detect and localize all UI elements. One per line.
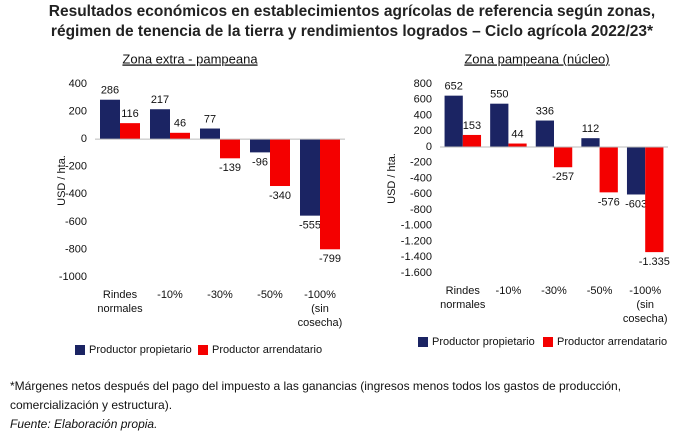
y-tick-label: 800 (414, 78, 432, 90)
y-tick-label: -1000 (59, 271, 87, 283)
x-tick-label: (sin (311, 303, 329, 315)
page-title: Resultados económicos en establecimiento… (49, 3, 655, 20)
y-tick-label: 600 (414, 94, 432, 106)
y-tick-label: -1.400 (401, 251, 432, 263)
data-label: -555 (299, 220, 321, 232)
data-label: 652 (445, 81, 463, 93)
legend-label: Productor propietario (432, 336, 535, 348)
data-label: 112 (582, 123, 600, 135)
x-tick-label: (sin (636, 299, 654, 311)
chart-title: Zona extra - pampeana (122, 51, 258, 66)
y-tick-label: -1.000 (401, 220, 432, 232)
bar (120, 123, 140, 140)
bar (200, 128, 220, 140)
footnote: comercialización y estructura). (10, 398, 172, 412)
bar (270, 139, 290, 187)
legend-label: Productor arrendatario (212, 344, 322, 356)
x-tick-label: -10% (496, 285, 522, 297)
x-tick-label: -30% (207, 289, 233, 301)
data-label: 153 (463, 120, 481, 132)
bar (300, 139, 320, 216)
data-label: -799 (319, 253, 341, 265)
bar (250, 139, 270, 153)
y-tick-label: 200 (414, 125, 432, 137)
bar (150, 109, 170, 140)
x-tick-label: cosecha) (298, 317, 343, 329)
y-tick-label: -1.200 (401, 235, 432, 247)
bar (462, 134, 482, 147)
bar (490, 103, 509, 147)
data-label: 550 (490, 89, 508, 101)
x-tick-label: -50% (257, 289, 283, 301)
data-label: -257 (552, 171, 574, 183)
x-tick-label: -100% (304, 289, 336, 301)
y-tick-label: -1.600 (401, 267, 432, 279)
footnote: *Márgenes netos después del pago del imp… (10, 379, 621, 393)
data-label: -96 (252, 156, 268, 168)
y-tick-label: -200 (65, 161, 87, 173)
y-tick-label: -800 (410, 204, 432, 216)
bar (581, 138, 600, 147)
data-label: 77 (204, 113, 216, 125)
y-tick-label: 200 (69, 105, 87, 117)
x-tick-label: Rindes (446, 285, 481, 297)
y-axis-label: USD / hta. (386, 153, 398, 204)
legend-swatch (198, 345, 208, 355)
source: Fuente: Elaboración propia. (10, 417, 157, 431)
y-tick-label: -400 (410, 172, 432, 184)
data-label: -603 (625, 198, 647, 210)
y-tick-label: 400 (69, 78, 87, 90)
x-tick-label: -10% (157, 289, 183, 301)
data-label: 336 (536, 105, 554, 117)
y-axis-label: USD / hta. (56, 155, 68, 206)
legend-label: Productor propietario (89, 344, 192, 356)
bar (626, 147, 646, 195)
data-label: -1.335 (639, 256, 670, 268)
legend-label: Productor arrendatario (557, 336, 667, 348)
y-tick-label: 400 (414, 109, 432, 121)
y-tick-label: 0 (426, 141, 432, 153)
bar (554, 147, 573, 168)
bar (320, 139, 340, 250)
y-tick-label: 0 (81, 133, 87, 145)
data-label: 44 (511, 128, 523, 140)
page-title: régimen de tenencia de la tierra y rendi… (51, 23, 654, 40)
legend-swatch (418, 337, 428, 347)
x-tick-label: normales (440, 299, 486, 311)
legend-swatch (75, 345, 85, 355)
bar (535, 120, 554, 147)
x-tick-label: -100% (629, 285, 661, 297)
y-tick-label: -200 (410, 157, 432, 169)
data-label: -340 (269, 190, 291, 202)
bar (170, 132, 190, 140)
data-label: 286 (101, 85, 119, 97)
data-label: 46 (174, 118, 186, 130)
data-label: 217 (151, 94, 169, 106)
x-tick-label: Rindes (103, 289, 138, 301)
y-tick-label: -800 (65, 243, 87, 255)
x-tick-label: cosecha) (623, 313, 668, 325)
chart-title: Zona pampeana (núcleo) (464, 51, 609, 66)
data-label: -139 (219, 162, 241, 174)
bar (220, 139, 240, 159)
data-label: -576 (598, 196, 620, 208)
legend-swatch (543, 337, 553, 347)
x-tick-label: -30% (541, 285, 567, 297)
x-tick-label: normales (97, 303, 143, 315)
data-label: 116 (121, 108, 139, 120)
x-tick-label: -50% (587, 285, 613, 297)
y-tick-label: -400 (65, 188, 87, 200)
bar (599, 147, 618, 193)
bar (444, 95, 463, 147)
bar (508, 143, 527, 147)
bar (100, 99, 120, 140)
y-tick-label: -600 (65, 216, 87, 228)
y-tick-label: -600 (410, 188, 432, 200)
bar (645, 147, 664, 253)
